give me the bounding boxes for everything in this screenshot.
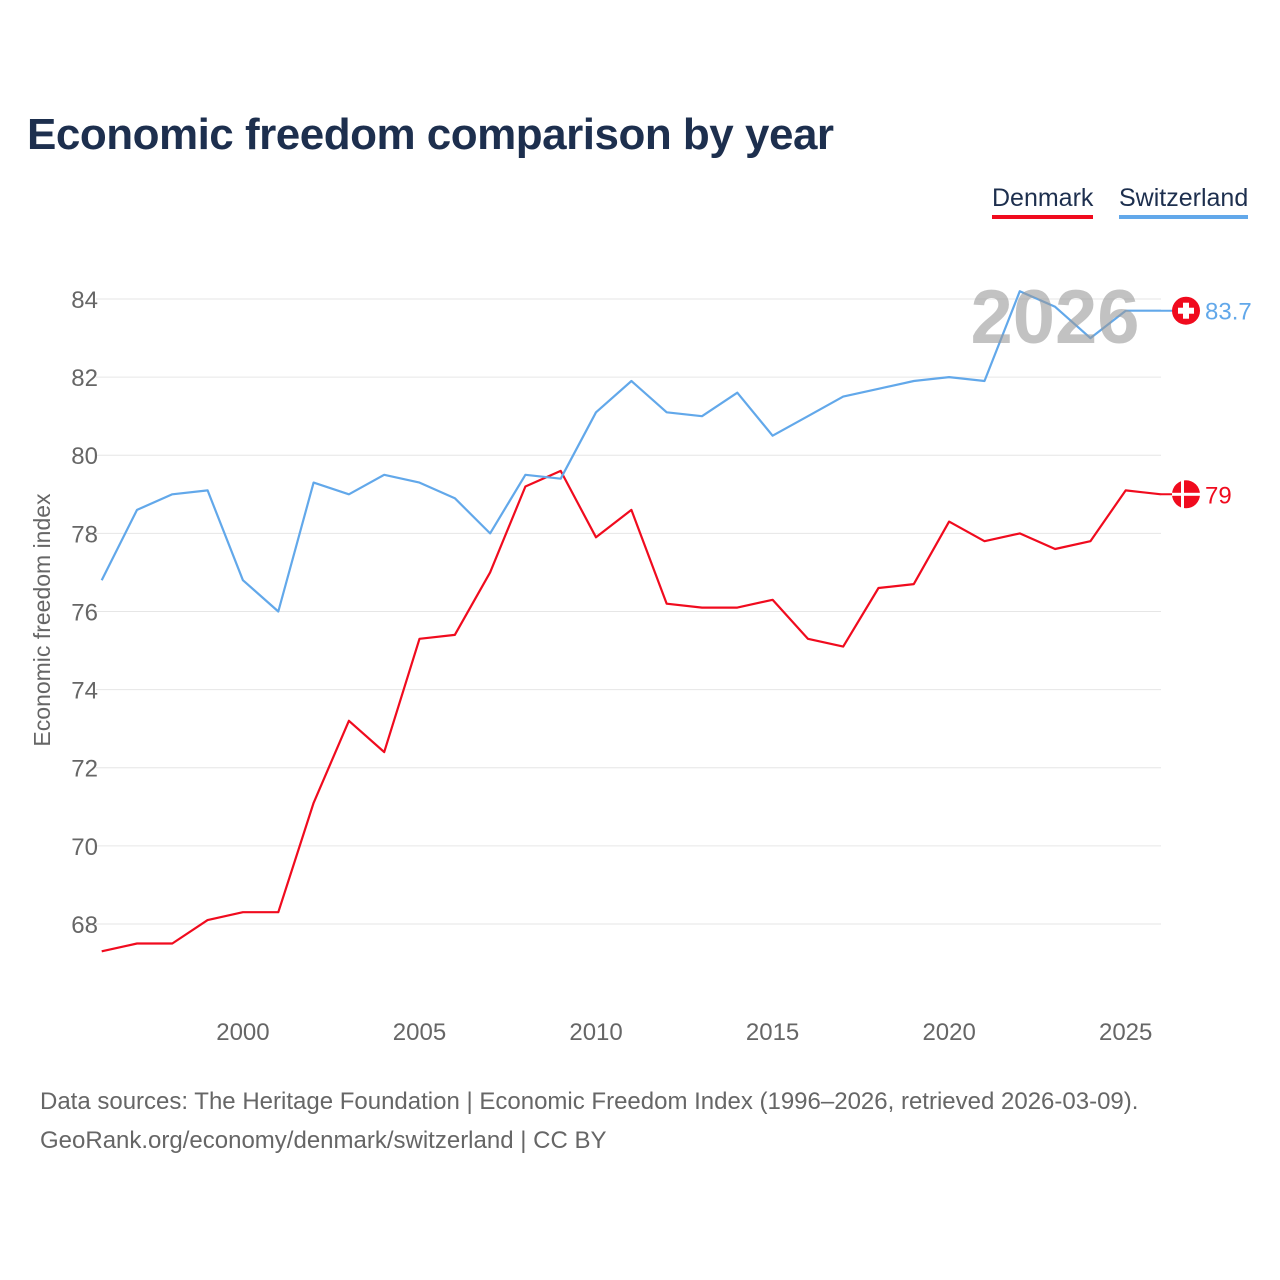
chart-title: Economic freedom comparison by year: [27, 110, 834, 159]
y-axis-label: Economic freedom index: [29, 493, 55, 747]
y-tick-label: 76: [71, 599, 98, 626]
legend-denmark[interactable]: Denmark: [992, 184, 1094, 219]
y-tick-label: 68: [71, 912, 98, 939]
series-line-denmark: [101, 469, 1162, 953]
y-tick-label: 74: [71, 678, 98, 705]
x-tick-label: 2020: [922, 1019, 975, 1046]
end-value-label: 83.7: [1205, 299, 1252, 326]
series-line-switzerland: [100, 290, 1161, 613]
year-watermark: 2026: [970, 275, 1139, 360]
x-tick-label: 2005: [393, 1019, 446, 1046]
y-tick-label: 78: [71, 521, 98, 548]
y-tick-label: 80: [71, 443, 98, 470]
x-tick-label: 2025: [1099, 1019, 1152, 1046]
y-tick-label: 84: [71, 287, 98, 314]
flag-cross: [1183, 302, 1189, 319]
y-tick-label: 70: [71, 834, 98, 861]
credit-link[interactable]: GeoRank.org/economy/denmark/switzerland …: [40, 1127, 607, 1154]
x-tick-label: 2000: [216, 1019, 269, 1046]
x-tick-label: 2010: [569, 1019, 622, 1046]
y-tick-label: 72: [71, 756, 98, 783]
y-tick-label: 82: [71, 365, 98, 392]
x-tick-label: 2015: [746, 1019, 799, 1046]
flag-cross: [1172, 492, 1200, 496]
data-sources: Data sources: The Heritage Foundation | …: [40, 1088, 1139, 1115]
legend-switzerland[interactable]: Switzerland: [1119, 184, 1249, 219]
end-value-label: 79: [1205, 482, 1232, 509]
